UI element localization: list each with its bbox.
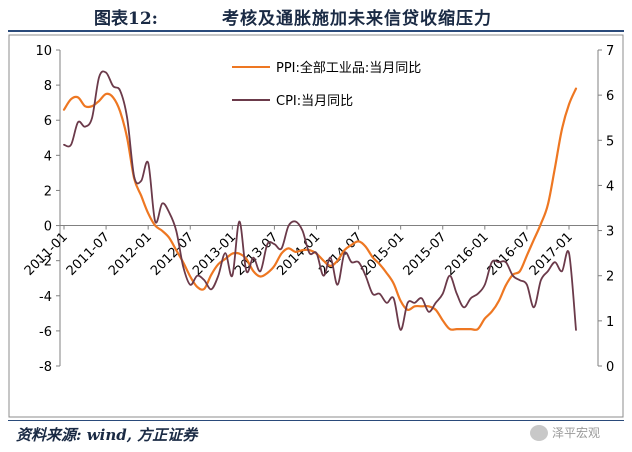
y-left-tick-label: 2 xyxy=(44,184,52,199)
figure-header: 图表12: 考核及通胀施加未来信贷收缩压力 xyxy=(0,0,632,34)
y-right-tick-label: 6 xyxy=(606,89,614,104)
wechat-icon xyxy=(530,424,548,441)
y-left-tick-label: 10 xyxy=(35,44,52,59)
chart-legend: PPI:全部工业品:当月同比 CPI:当月同比 xyxy=(232,60,421,109)
figure-number: 图表12: xyxy=(94,9,158,29)
x-tick-label: 2011-07 xyxy=(64,230,113,279)
x-tick-label: 2015-07 xyxy=(401,230,450,279)
source-note: 资料来源: wind, 方正证券 xyxy=(16,426,198,444)
chart-frame xyxy=(8,34,624,418)
y-left-tick-label: 4 xyxy=(44,149,52,164)
x-tick-label: 2012-01 xyxy=(106,230,155,279)
y-right-tick-label: 3 xyxy=(606,225,614,240)
y-right-tick-label: 7 xyxy=(606,44,614,59)
line-chart: 1086420-2-4-6-8765432102011-012011-07201… xyxy=(8,34,624,418)
x-tick-label: 2011-01 xyxy=(22,230,71,279)
watermark: 泽平宏观 xyxy=(530,424,600,441)
series-line-cpi xyxy=(63,70,577,331)
y-left-tick-label: -4 xyxy=(39,290,52,305)
series-line-ppi xyxy=(62,87,578,331)
series-layer xyxy=(62,70,578,331)
y-left-tick-label: -8 xyxy=(39,360,52,375)
y-right-tick-label: 5 xyxy=(606,134,614,149)
legend-label-cpi: CPI:当月同比 xyxy=(276,94,353,109)
y-left-tick-label: 0 xyxy=(44,220,52,235)
footer-rule xyxy=(8,420,624,421)
x-tick-label: 2016-01 xyxy=(443,230,492,279)
y-right-tick-label: 0 xyxy=(606,360,614,375)
x-tick-label: 2012-07 xyxy=(148,230,197,279)
figure-title: 考核及通胀施加未来信贷收缩压力 xyxy=(222,9,492,29)
y-left-tick-label: 6 xyxy=(44,114,52,129)
legend-label-ppi: PPI:全部工业品:当月同比 xyxy=(276,60,421,76)
header-rule xyxy=(8,30,624,32)
x-tick-label: 2015-01 xyxy=(358,230,407,279)
y-left-tick-label: -2 xyxy=(39,255,52,270)
watermark-text: 泽平宏观 xyxy=(552,426,601,440)
y-right-tick-label: 2 xyxy=(606,270,614,285)
y-left-tick-label: 8 xyxy=(44,79,52,94)
y-right-tick-label: 1 xyxy=(606,315,614,330)
y-right-tick-label: 4 xyxy=(606,179,614,194)
y-left-tick-label: -6 xyxy=(39,325,52,340)
